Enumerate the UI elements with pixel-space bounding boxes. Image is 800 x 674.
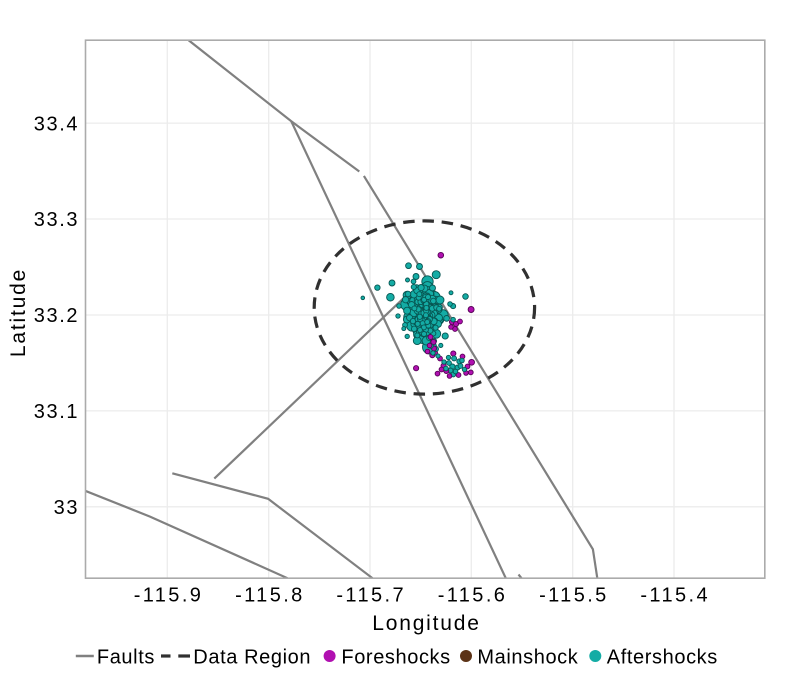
svg-text:Aftershocks: Aftershocks	[607, 647, 718, 669]
svg-text:-115.4: -115.4	[640, 585, 710, 607]
svg-text:33.1: 33.1	[34, 401, 79, 423]
svg-text:Longitude: Longitude	[372, 612, 480, 635]
svg-text:Foreshocks: Foreshocks	[341, 647, 450, 669]
svg-text:-115.7: -115.7	[336, 585, 406, 607]
svg-text:33.4: 33.4	[34, 113, 79, 135]
svg-text:Mainshock: Mainshock	[477, 647, 578, 669]
svg-text:33: 33	[54, 497, 79, 519]
svg-text:Latitude: Latitude	[7, 268, 30, 357]
svg-text:-115.6: -115.6	[438, 585, 508, 607]
svg-text:Data Region: Data Region	[193, 647, 311, 669]
svg-text:-115.8: -115.8	[235, 585, 305, 607]
svg-text:-115.9: -115.9	[134, 585, 204, 607]
svg-text:-115.5: -115.5	[539, 585, 609, 607]
svg-text:33.3: 33.3	[34, 209, 79, 231]
svg-text:Faults: Faults	[97, 647, 155, 669]
svg-text:33.2: 33.2	[34, 305, 79, 327]
